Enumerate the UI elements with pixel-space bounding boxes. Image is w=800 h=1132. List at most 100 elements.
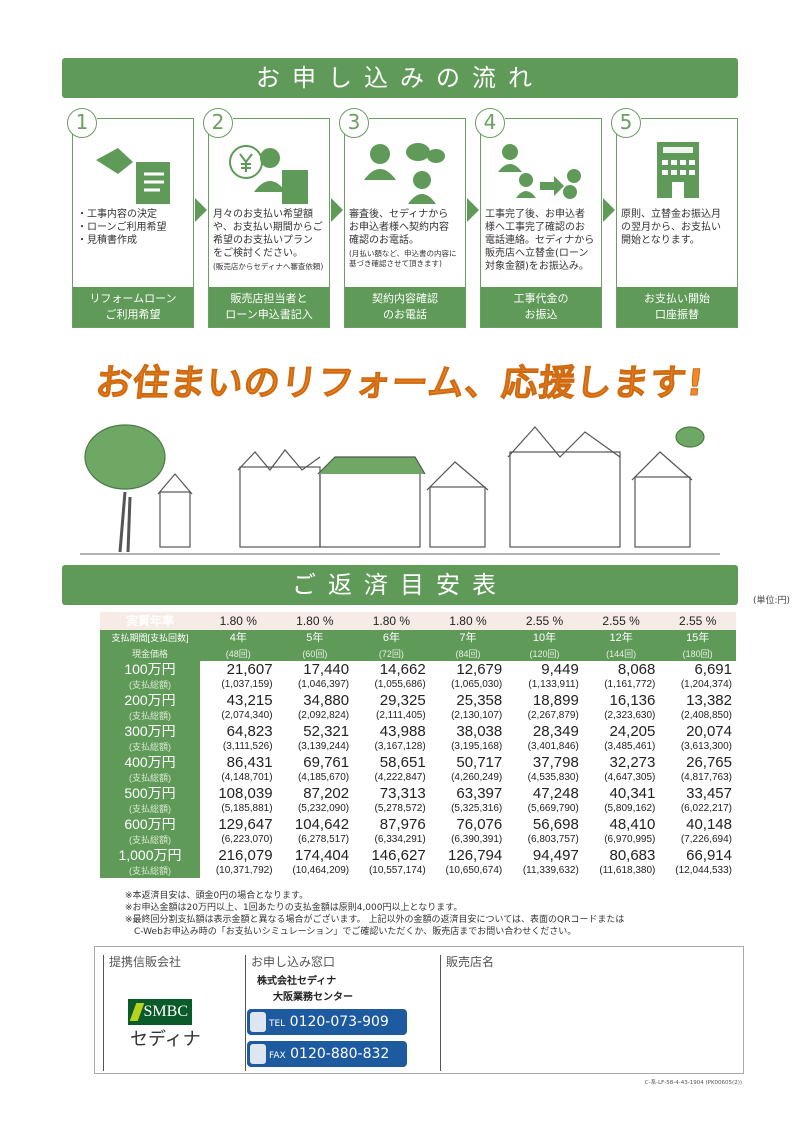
cell: (6,022,217) xyxy=(680,803,732,814)
cell: (6,223,070) xyxy=(221,834,273,845)
cell: 15年 xyxy=(659,630,736,647)
leaf-icon xyxy=(129,1003,145,1021)
window-label: お申し込み窓口 xyxy=(251,955,336,969)
cell: 7年 xyxy=(429,630,507,647)
step-text: 月々のお支払い希望額 xyxy=(213,209,313,220)
total-row: (支払総額) (4,148,701) (4,185,670) (4,222,847) (… xyxy=(100,771,736,785)
next-arrow-icon xyxy=(331,198,343,222)
step-text: 様へ工事完了確認のお xyxy=(485,222,585,233)
cell: 20,074 xyxy=(686,723,732,740)
cell: 2.55 % xyxy=(582,612,660,630)
notes: ※本返済目安は、頭金0円の場合となります。 ※お申込金額は20万円以上、1回あた… xyxy=(125,890,624,938)
logo-sub: セディナ xyxy=(130,1029,201,1050)
cell: 58,651 xyxy=(379,754,426,771)
cell: (6,278,517) xyxy=(297,834,350,845)
cell: 108,039 xyxy=(218,785,273,802)
step-text: ・工事内容の決定 xyxy=(77,209,157,220)
cell: 40,341 xyxy=(609,785,656,802)
step-label-line: ローン申込書記入 xyxy=(225,308,313,321)
footer-box: 提携信販会社 SMBC セディナ お申し込み窓口 株式会社セディナ 大阪業務セン… xyxy=(94,946,744,1074)
step-description: 原則、立替金お振込月 の翌月から、お支払い 開始となります。 xyxy=(621,208,735,247)
cell: (1,055,686) xyxy=(374,679,426,690)
repayment-header: ご返済目安表 (単位:円) xyxy=(62,565,790,606)
step-description: 審査後、セディナから お申込者様へ契約内容 確認のお電話。 (月払い額など、申込書の内… xyxy=(349,208,463,269)
cell: 38,038 xyxy=(456,723,503,740)
cell: 12,679 xyxy=(456,661,503,678)
cell: 12年 xyxy=(582,630,660,647)
total-row: (支払総額) (2,074,340) (2,092,824) (2,111,405) (… xyxy=(100,709,736,723)
cell: (48回) xyxy=(200,647,277,661)
step-number: 3 xyxy=(339,108,369,138)
fax-icon xyxy=(250,1044,266,1064)
cell: (2,408,850) xyxy=(680,710,732,721)
cell: (3,401,846) xyxy=(527,741,579,752)
monthly-row: 100万円 21,607 17,440 14,662 12,679 9,449 8,068 6… xyxy=(100,661,736,678)
step-label-line: ご利用希望 xyxy=(105,308,161,321)
total-row: (支払総額) (3,111,526) (3,139,244) (3,167,128) (… xyxy=(100,740,736,754)
step-text: 審査後、セディナから xyxy=(349,209,449,220)
step-note: (販売店からセディナへ審査依頼) xyxy=(213,262,324,271)
step-label: お支払い開始 口座振替 xyxy=(617,287,737,327)
next-arrow-icon xyxy=(467,198,479,222)
cell: 126,794 xyxy=(448,847,503,864)
cell: (5,669,790) xyxy=(527,803,579,814)
step-description: 月々のお支払い希望額 や、お支払い期間からご 希望のお支払いプラン をご検討ください。… xyxy=(213,208,327,272)
flow-step-4: 4 工事完了後、お申込者 様へ工事完了確認のお 電話連絡。セディナから 販売店へ立替金… xyxy=(475,108,602,328)
total-row: (支払総額) (5,185,881) (5,232,090) (5,278,572) (… xyxy=(100,802,736,816)
step-label-line: リフォームローン xyxy=(89,292,177,305)
cell: (72回) xyxy=(353,647,430,661)
cell: (5,232,090) xyxy=(297,803,350,814)
cell: (5,278,572) xyxy=(374,803,426,814)
flow-step-3: 3 審査後、セディナから お申込者様へ契約内容 確認のお電話。 (月払い額など、申込書… xyxy=(339,108,466,328)
step-description: ・工事内容の決定 ・ローンご利用希望 ・見積書作成 xyxy=(77,208,191,247)
step-description: 工事完了後、お申込者 様へ工事完了確認のお 電話連絡。セディナから 販売店へ立替金(ロ… xyxy=(485,208,599,273)
tel-number[interactable]: TEL 0120-073-909 xyxy=(247,1009,407,1035)
row-header: 100万円 xyxy=(100,661,200,678)
document-code: C-系-LF-58-4-43-1904 (PK00605(2)) xyxy=(644,1080,742,1086)
step-number: 2 xyxy=(203,108,233,138)
company-name: 株式会社セディナ xyxy=(257,976,337,987)
cell: 10年 xyxy=(506,630,583,647)
cell: 94,497 xyxy=(532,847,579,864)
cell: 1.80 % xyxy=(276,612,354,630)
shop-label: 販売店名 xyxy=(446,955,495,969)
total-row: (支払総額) (1,037,159) (1,046,397) (1,055,686) (… xyxy=(100,678,736,692)
partner-label: 提携信販会社 xyxy=(109,955,182,969)
cell: (10,557,174) xyxy=(368,865,426,876)
cell: 2.55 % xyxy=(659,612,736,630)
monthly-row: 400万円 86,431 69,761 58,651 50,717 37,798 32,27… xyxy=(100,754,736,771)
cell: (4,185,670) xyxy=(297,772,350,783)
flow-header: お申し込みの流れ xyxy=(62,58,738,98)
fax-number[interactable]: FAX 0120-880-832 xyxy=(247,1041,407,1067)
cell: 40,148 xyxy=(686,816,732,833)
row-header: 600万円 xyxy=(100,816,200,833)
cell: 66,914 xyxy=(686,847,732,864)
cell: 34,880 xyxy=(303,692,350,709)
period-row: 支払期間[支払回数] 4年 5年 6年 7年 10年 12年 15年 xyxy=(100,630,736,647)
cell: (84回) xyxy=(429,647,507,661)
cell: 1.80 % xyxy=(353,612,430,630)
step-text: 確認のお電話。 xyxy=(349,235,419,246)
cell: (4,222,847) xyxy=(374,772,426,783)
step-text: お申込者様へ契約内容 xyxy=(349,222,449,233)
cell: 17,440 xyxy=(303,661,350,678)
step-label-line: 販売店担当者と xyxy=(230,292,308,305)
step-text: や、お支払い期間からご xyxy=(213,222,323,233)
cell: (1,046,397) xyxy=(297,679,350,690)
row-header: 支払期間[支払回数] xyxy=(100,630,200,647)
row-header: 300万円 xyxy=(100,723,200,740)
unit-label: (単位:円) xyxy=(752,596,790,606)
cell: (2,074,340) xyxy=(221,710,273,721)
cell: 2.55 % xyxy=(506,612,583,630)
cell: (10,464,209) xyxy=(292,865,350,876)
cell: (6,970,995) xyxy=(604,834,656,845)
cell: (7,226,694) xyxy=(680,834,732,845)
cell: 32,273 xyxy=(609,754,656,771)
row-header: (支払総額) xyxy=(100,802,200,816)
cell: 1.80 % xyxy=(429,612,507,630)
step-text: をご検討ください。 xyxy=(213,248,303,259)
bank-icon xyxy=(617,140,737,206)
cell: (5,185,881) xyxy=(221,803,273,814)
cell: (2,111,405) xyxy=(376,710,426,721)
cell: 1.80 % xyxy=(200,612,277,630)
